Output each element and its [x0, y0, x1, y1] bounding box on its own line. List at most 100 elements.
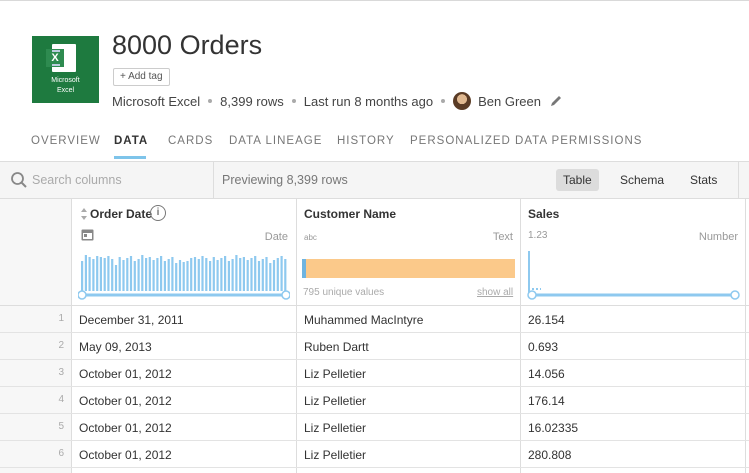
histogram-bar	[276, 258, 279, 291]
cell-order-date[interactable]: October 01, 2012	[79, 448, 172, 462]
row-number: 5	[58, 421, 64, 432]
column-header-order-date[interactable]: Order Date	[90, 207, 153, 221]
unique-values-label: 795 unique values	[303, 287, 385, 298]
pencil-icon[interactable]	[549, 94, 563, 108]
histogram-bar	[114, 265, 118, 291]
cell-customer-name[interactable]: Liz Pelletier	[304, 421, 367, 435]
histogram-bar	[141, 255, 144, 291]
data-grid: Order Date i Date Customer Name abc Text…	[0, 199, 749, 473]
schema-view-button[interactable]: Schema	[620, 173, 665, 187]
excel-logo: X Microsoft Excel	[32, 36, 99, 103]
histogram-bar	[201, 256, 204, 291]
show-all-link[interactable]: show all	[477, 287, 514, 298]
tabs-divider	[0, 161, 749, 162]
active-tab-indicator	[114, 156, 146, 159]
info-icon[interactable]: i	[150, 205, 166, 221]
column-type-date: Date	[264, 231, 288, 243]
cell-customer-name[interactable]: Ruben Dartt	[304, 340, 369, 354]
cell-sales[interactable]: 14.056	[528, 367, 565, 381]
table-row[interactable]: 2 May 09, 2013 Ruben Dartt 0.693	[0, 333, 749, 360]
histogram-bar	[257, 261, 261, 291]
separator-dot	[441, 99, 446, 103]
histogram-bar	[205, 258, 208, 291]
cell-order-date[interactable]: May 09, 2013	[79, 340, 152, 354]
cell-sales[interactable]: 16.02335	[528, 421, 579, 435]
cell-sales[interactable]: 280.808	[528, 448, 572, 462]
row-number: 3	[58, 367, 64, 378]
histogram-bar	[261, 259, 264, 291]
source-label: Microsoft Excel	[112, 93, 201, 109]
histogram-bar	[107, 256, 110, 291]
histogram-bar	[231, 259, 234, 291]
tab-data[interactable]: DATA	[114, 135, 149, 147]
cell-order-date[interactable]: October 01, 2012	[79, 367, 172, 381]
tab-personalized-data-permissions[interactable]: PERSONALIZED DATA PERMISSIONS	[410, 135, 643, 147]
owner-name[interactable]: Ben Green	[478, 93, 541, 109]
table-row[interactable]: 1 December 31, 2011 Muhammed MacIntyre 2…	[0, 306, 749, 333]
range-handle-left	[78, 290, 87, 300]
column-type-text: Text	[492, 231, 513, 243]
cell-order-date[interactable]: October 01, 2012	[79, 394, 172, 408]
separator-dot	[291, 99, 296, 103]
cell-customer-name[interactable]: Liz Pelletier	[304, 394, 367, 408]
histogram-bar	[111, 259, 114, 291]
column-header-customer-name[interactable]: Customer Name	[304, 207, 397, 221]
cell-order-date[interactable]: October 01, 2012	[79, 421, 172, 435]
row-number-gutter	[0, 199, 71, 473]
histogram-bar	[126, 258, 129, 291]
histogram-bar	[171, 257, 174, 291]
add-tag-button[interactable]: + Add tag	[113, 68, 170, 86]
table-view-button[interactable]: Table	[556, 169, 599, 191]
cell-customer-name[interactable]: Liz Pelletier	[304, 367, 367, 381]
tab-bar: OVERVIEW DATA CARDS DATA LINEAGE HISTORY…	[0, 133, 749, 161]
histogram-bar	[152, 260, 155, 291]
table-row[interactable]: 6 October 01, 2012 Liz Pelletier 280.808	[0, 441, 749, 468]
cell-sales[interactable]: 26.154	[528, 313, 565, 327]
histogram-bar	[212, 257, 215, 291]
column-header-sales[interactable]: Sales	[528, 207, 560, 221]
row-number: 1	[58, 313, 64, 324]
cell-sales[interactable]: 176.14	[528, 394, 565, 408]
page-title: 8000 Orders	[112, 30, 263, 60]
top-border	[0, 0, 749, 1]
search-input[interactable]	[32, 170, 202, 190]
logo-label-line1: Microsoft	[51, 77, 80, 84]
histogram-bar	[129, 256, 133, 291]
search-icon	[11, 172, 27, 188]
toolbar-divider	[738, 162, 739, 199]
tab-data-lineage[interactable]: DATA LINEAGE	[229, 135, 323, 147]
table-row[interactable]: 5 October 01, 2012 Liz Pelletier 16.0233…	[0, 414, 749, 441]
header-divider	[0, 305, 749, 306]
histogram-bar	[280, 256, 283, 291]
histogram-bar	[239, 258, 242, 291]
histogram-bar	[96, 256, 99, 291]
sales-histogram[interactable]	[527, 251, 741, 303]
cell-order-date[interactable]: December 31, 2011	[79, 313, 184, 327]
histogram-bar	[242, 257, 245, 291]
histogram-bar	[133, 261, 136, 291]
histogram-bar	[190, 258, 193, 291]
sort-icon[interactable]	[81, 208, 87, 220]
tab-history[interactable]: HISTORY	[337, 135, 395, 147]
histogram-bar	[84, 255, 87, 291]
cell-sales[interactable]: 0.693	[528, 340, 559, 354]
histogram-bar	[209, 261, 212, 291]
customer-frequency-bar[interactable]	[302, 259, 515, 278]
histogram-bar	[224, 256, 227, 291]
tab-cards[interactable]: CARDS	[168, 135, 214, 147]
histogram-bar	[156, 258, 159, 291]
histogram-bar	[103, 258, 106, 291]
histogram-bar	[197, 259, 200, 291]
previewing-label: Previewing 8,399 rows	[222, 173, 348, 187]
avatar[interactable]	[453, 92, 472, 110]
order-date-histogram[interactable]	[78, 251, 290, 303]
logo-label-line2: Excel	[56, 87, 75, 94]
tab-overview[interactable]: OVERVIEW	[31, 135, 101, 147]
table-row[interactable]: 3 October 01, 2012 Liz Pelletier 14.056	[0, 360, 749, 387]
table-row[interactable]: 4 October 01, 2012 Liz Pelletier 176.14	[0, 387, 749, 414]
cell-customer-name[interactable]: Liz Pelletier	[304, 448, 367, 462]
stats-view-button[interactable]: Stats	[690, 173, 718, 187]
histogram-bar	[246, 260, 249, 291]
cell-customer-name[interactable]: Muhammed MacIntyre	[304, 313, 424, 327]
histogram-bar	[92, 259, 95, 291]
